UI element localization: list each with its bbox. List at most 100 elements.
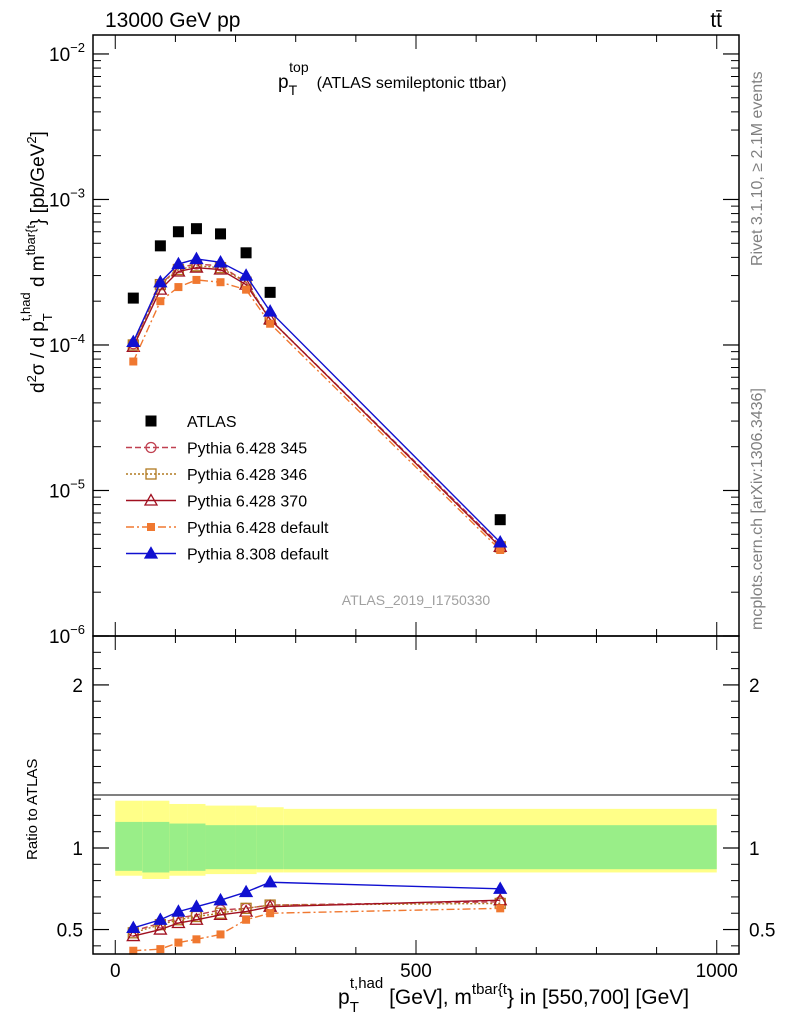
ratio-series-line bbox=[133, 907, 501, 952]
main-data-point bbox=[129, 357, 138, 366]
legend-marker bbox=[145, 441, 157, 454]
main-data-point bbox=[127, 292, 139, 304]
ratio-inner-uncertainty-band bbox=[235, 825, 257, 870]
legend-marker bbox=[143, 546, 159, 559]
ratio-y-tick-label: 2 bbox=[72, 676, 83, 697]
main-data-point bbox=[242, 285, 251, 294]
legend-marker bbox=[143, 493, 159, 506]
title-main: p bbox=[278, 72, 289, 93]
rivet-version-label: Rivet 3.1.10, ≥ 2.1M events bbox=[749, 71, 766, 266]
ratio-data-point bbox=[126, 928, 141, 942]
main-y-tick-label: 10−2 bbox=[49, 40, 85, 66]
ratio-data-point bbox=[153, 922, 168, 935]
legend-entry: Pythia 6.428 345 bbox=[126, 441, 307, 458]
ratio-data-point bbox=[242, 915, 251, 924]
main-series-5 bbox=[126, 251, 508, 548]
main-data-point bbox=[154, 240, 166, 252]
legend-marker bbox=[145, 415, 157, 427]
main-data-point bbox=[493, 535, 508, 548]
legend-label: Pythia 6.428 345 bbox=[187, 441, 307, 458]
main-data-point bbox=[174, 283, 183, 292]
process-label: tt̄ bbox=[710, 9, 722, 32]
main-y-tick-label: 10−6 bbox=[49, 622, 85, 648]
main-data-point bbox=[126, 334, 141, 348]
ratio-data-point bbox=[238, 884, 254, 898]
ratio-data-point bbox=[240, 902, 252, 914]
ratio-data-point bbox=[189, 899, 204, 912]
ratio-plot-frame bbox=[92, 635, 740, 955]
main-series-line bbox=[132, 265, 501, 548]
main-data-point bbox=[189, 260, 204, 273]
main-y-tick-label: 10−4 bbox=[49, 331, 85, 357]
main-data-point bbox=[263, 304, 278, 317]
ratio-data-point bbox=[493, 881, 508, 894]
main-series-0 bbox=[127, 223, 506, 526]
ratio-series-4 bbox=[126, 874, 508, 934]
ratio-y-tick-label-right: 2 bbox=[749, 676, 760, 697]
ratio-y-tick-label: 1 bbox=[72, 839, 83, 860]
title-rest: (ATLAS semileptonic ttbar) bbox=[317, 75, 507, 92]
main-data-point bbox=[192, 275, 201, 284]
main-data-point bbox=[215, 228, 227, 240]
main-y-tick-label: 10−5 bbox=[49, 476, 85, 502]
main-data-point bbox=[213, 262, 228, 275]
ratio-inner-uncertainty-band bbox=[205, 825, 236, 870]
x-axis-label: pTt,had [GeV], mtbar{t} in [550,700] [Ge… bbox=[338, 975, 689, 1016]
main-data-point bbox=[264, 286, 276, 298]
ratio-data-point bbox=[171, 904, 186, 917]
ratio-inner-uncertainty-band bbox=[256, 825, 284, 870]
legend-label: Pythia 6.428 346 bbox=[187, 467, 307, 484]
main-data-point bbox=[171, 264, 186, 277]
ratio-plot-panel: 0.5 0.5 1 1 2 2 0 500 1000 bbox=[57, 635, 775, 982]
legend-marker bbox=[145, 468, 157, 480]
mcplots-label: mcplots.cern.ch [arXiv:1306.3436] bbox=[749, 388, 766, 630]
main-y-tick-label: 10−3 bbox=[49, 185, 85, 211]
ratio-data-point bbox=[174, 938, 183, 947]
ratio-data-point bbox=[216, 930, 225, 939]
legend: ATLAS Pythia 6.428 345 Pythia 6.428 346 Pyt… bbox=[126, 414, 329, 564]
main-data-point bbox=[172, 226, 184, 238]
legend-label: Pythia 6.428 default bbox=[187, 520, 329, 537]
main-data-point bbox=[171, 256, 186, 270]
main-data-point bbox=[153, 274, 168, 288]
legend-marker bbox=[147, 523, 155, 531]
main-data-point bbox=[240, 247, 252, 259]
ratio-y-tick-label-right: 0.5 bbox=[749, 921, 775, 942]
legend-entry: Pythia 6.428 346 bbox=[126, 467, 307, 484]
ratio-inner-uncertainty-band bbox=[283, 825, 717, 870]
ratio-data-point bbox=[263, 874, 278, 888]
ratio-data-point bbox=[126, 920, 141, 934]
ratio-data-point bbox=[213, 907, 228, 921]
main-series-4 bbox=[129, 275, 505, 554]
title-sup: top bbox=[289, 59, 309, 75]
main-y-axis-label: d2σ / d pTt,had d mtbar{t} [pb/GeV2] bbox=[18, 131, 55, 393]
ratio-inner-uncertainty-band bbox=[169, 823, 188, 871]
ratio-data-point bbox=[192, 935, 201, 944]
ratio-inner-uncertainty-band bbox=[187, 823, 206, 871]
main-data-point bbox=[216, 278, 225, 287]
ratio-data-point bbox=[213, 892, 228, 906]
ratio-data-point bbox=[153, 912, 168, 925]
x-tick-label: 1000 bbox=[696, 961, 738, 982]
legend-label: Pythia 6.428 370 bbox=[187, 494, 307, 511]
main-data-point bbox=[238, 268, 254, 281]
main-data-point bbox=[213, 254, 228, 268]
title-sub: T bbox=[289, 82, 298, 98]
main-data-point bbox=[494, 514, 506, 526]
main-plot-panel: 10−6 10−5 10−4 10−3 10−2 ATLAS_2019_I1750330… bbox=[49, 34, 740, 648]
ratio-data-point bbox=[171, 915, 186, 929]
analysis-watermark: ATLAS_2019_I1750330 bbox=[342, 592, 491, 608]
ratio-data-point bbox=[496, 904, 505, 913]
x-tick-label: 500 bbox=[400, 961, 432, 982]
main-data-point bbox=[496, 545, 505, 554]
x-tick-label: 0 bbox=[110, 961, 121, 982]
energy-label: 13000 GeV pp bbox=[105, 9, 240, 32]
legend-entry: Pythia 8.308 default bbox=[126, 546, 329, 564]
ratio-data-point bbox=[129, 946, 138, 955]
legend-label: ATLAS bbox=[187, 414, 237, 431]
ratio-y-tick-label-right: 1 bbox=[749, 839, 760, 860]
plot-title: pTtop (ATLAS semileptonic ttbar) bbox=[278, 59, 507, 98]
legend-label: Pythia 8.308 default bbox=[187, 547, 329, 564]
ratio-data-point bbox=[189, 912, 204, 925]
